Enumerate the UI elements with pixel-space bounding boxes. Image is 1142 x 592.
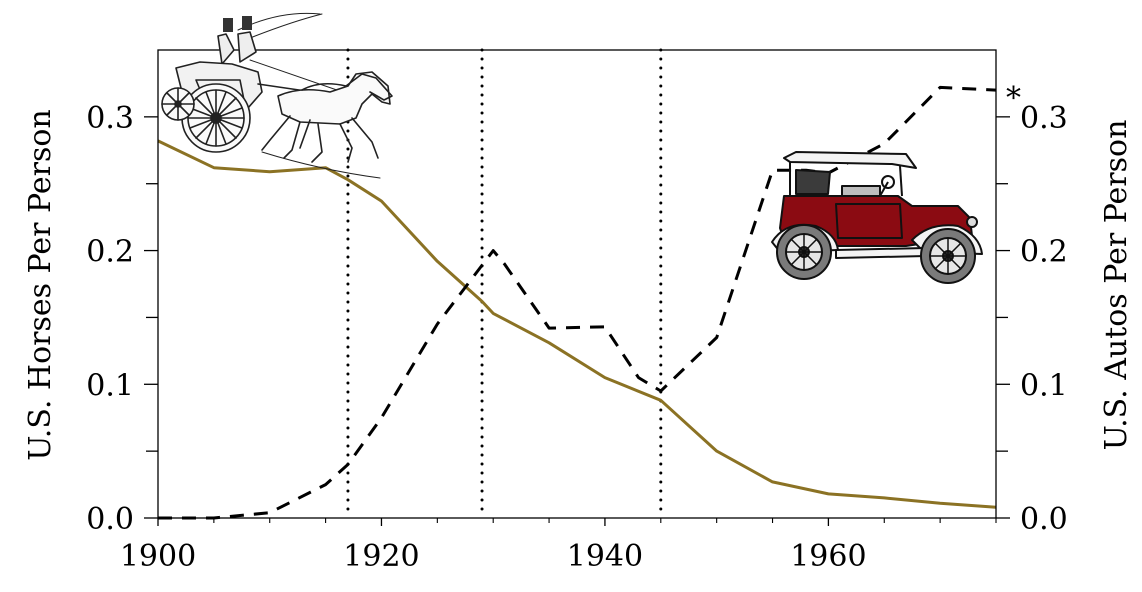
y-right-tick-label: 0.3 [1020,101,1068,136]
y-axis-left-title: U.S. Horses Per Person [23,109,58,460]
y-right-tick-label: 0.2 [1020,235,1068,270]
series-line-autos [158,85,997,520]
reference-lines [346,48,663,520]
y-left-tick-label: 0.3 [86,101,134,136]
x-tick-label: 1920 [343,539,419,574]
x-tick-label: 1940 [567,539,643,574]
asterisk-annotation: * [1006,81,1021,116]
tick-labels: 1900 1920 1940 1960 0.0 0.0 0.1 0.1 0.2 0.2 0.3 0.3 [86,101,1067,574]
y-right-tick-label: 0.1 [1020,368,1068,403]
x-tick-label: 1960 [790,539,866,574]
y-left-tick-label: 0.1 [86,368,134,403]
axis-ticks [144,116,1010,526]
series-layer [157,85,997,520]
series-line-horses [157,139,997,509]
horse-carriage-icon [161,12,393,179]
plot-frame [157,49,997,519]
y-left-tick-label: 0.2 [86,235,134,270]
y-axis-right-title: U.S. Autos Per Person [1099,120,1134,451]
x-tick-label: 1900 [120,539,196,574]
vintage-car-icon [771,151,983,284]
y-right-tick-label: 0.0 [1020,502,1068,537]
y-left-tick-label: 0.0 [86,502,134,537]
